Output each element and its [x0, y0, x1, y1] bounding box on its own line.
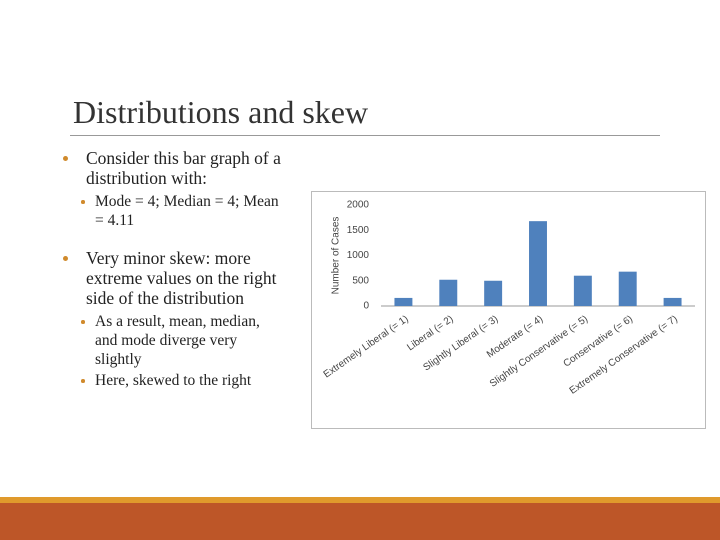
slide-body: Consider this bar graph of a distributio… — [60, 148, 285, 390]
sub-bullet-text: As a result, mean, median, and mode dive… — [95, 313, 260, 368]
footer-band — [0, 503, 720, 540]
sub-bullet: Mode = 4; Median = 4; Mean = 4.11 — [60, 192, 285, 230]
bullet-dot — [81, 379, 85, 383]
bar — [618, 271, 637, 306]
sub-bullet-text: Mode = 4; Median = 4; Mean = 4.11 — [95, 193, 279, 229]
bullet-dot — [81, 320, 85, 324]
y-tick-label: 2000 — [347, 200, 370, 211]
bar — [484, 280, 503, 306]
bullet-dot — [81, 200, 85, 204]
bullet-dot — [63, 156, 68, 161]
bar — [573, 275, 592, 306]
spacer — [60, 230, 285, 248]
bullet: Consider this bar graph of a distributio… — [60, 148, 285, 188]
sub-bullet: As a result, mean, median, and mode dive… — [60, 312, 285, 369]
chart: Number of Cases 0 500 1000 1500 2000 Extremely… — [311, 191, 706, 429]
sub-bullet-text: Here, skewed to the right — [95, 372, 252, 389]
y-axis-title: Number of Cases — [331, 217, 342, 295]
sub-bullet: Here, skewed to the right — [60, 371, 285, 390]
bar — [663, 297, 682, 306]
y-tick-label: 1000 — [347, 250, 370, 261]
footer-band — [0, 497, 720, 503]
bar — [529, 221, 547, 306]
y-tick-label: 0 — [363, 301, 369, 312]
bullet: Very minor skew: more extreme values on … — [60, 248, 285, 308]
bar — [439, 279, 458, 306]
bullet-text: Consider this bar graph of a distributio… — [86, 148, 281, 188]
y-tick-label: 1500 — [347, 225, 370, 236]
bullet-text: Very minor skew: more extreme values on … — [86, 248, 277, 308]
x-tick-label: Extremely Liberal (= 1) — [322, 314, 411, 381]
slide-title: Distributions and skew — [73, 94, 369, 130]
bullet-dot — [63, 256, 68, 261]
x-tick-label: Slightly Liberal (= 3) — [421, 314, 500, 374]
bar — [394, 297, 413, 306]
title-rule — [70, 135, 660, 136]
y-tick-label: 500 — [352, 275, 369, 286]
